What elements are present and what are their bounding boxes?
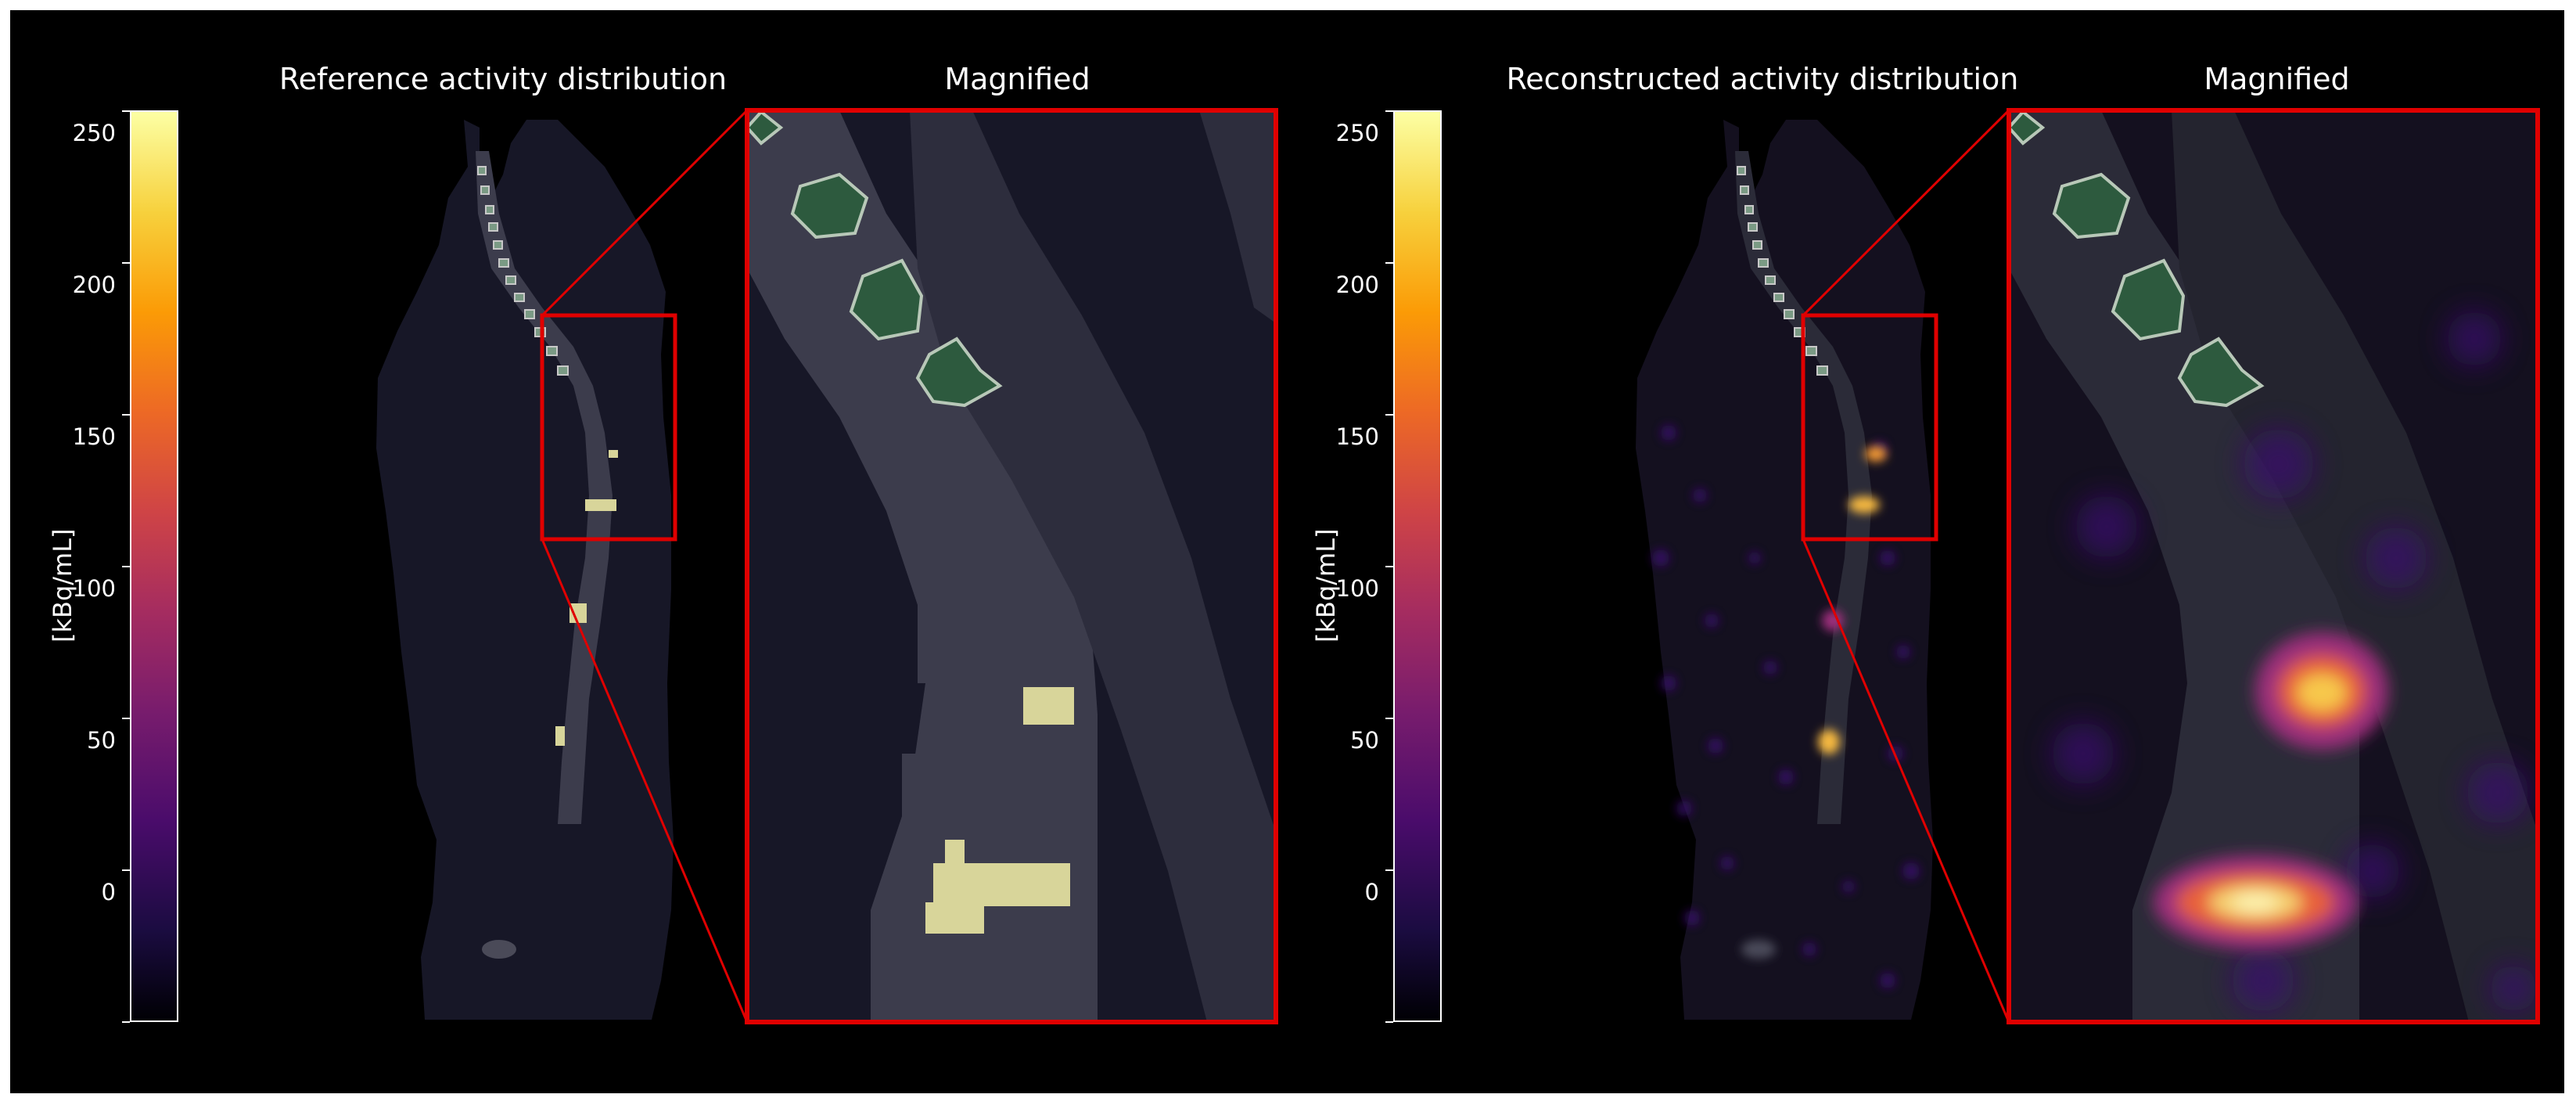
tick-mark [1385, 869, 1393, 871]
figure: [kBq/mL] 0 50 100 150 200 250 300 [kBq/m… [10, 10, 2564, 1093]
colorbar-gradient-right [1393, 110, 1442, 1022]
tick-label: 0 [1364, 879, 1379, 905]
reconstructed-image [1575, 109, 2010, 1023]
magnified-reference-image [747, 110, 1276, 1022]
colorbar-gradient-left [130, 110, 178, 1022]
panel-title-reference: Reference activity distribution [278, 62, 728, 96]
tick-label: 50 [87, 727, 116, 754]
spine-column [476, 151, 613, 824]
tick-mark [122, 869, 130, 871]
tick-label: 250 [72, 120, 116, 146]
panel-title-reference-magnified: Magnified [944, 62, 1090, 96]
tick-label: 150 [1335, 423, 1379, 450]
inset-box-reference [540, 313, 677, 542]
connector-line [541, 109, 749, 317]
tick-label: 200 [1335, 272, 1379, 298]
tick-label: 100 [72, 575, 116, 602]
inset-frame-reference [745, 108, 1278, 1024]
tick-mark [1385, 262, 1393, 264]
tick-label: 150 [72, 423, 116, 450]
body-silhouette [315, 120, 674, 1020]
lesions-reference [482, 450, 618, 959]
tick-mark [122, 566, 130, 567]
tick-label: 0 [101, 879, 116, 905]
tick-mark [122, 718, 130, 719]
magnified-reconstructed-image [2009, 110, 2538, 1022]
vertebrae-markers [477, 166, 569, 376]
tick-mark [1385, 414, 1393, 416]
tick-label: 100 [1335, 575, 1379, 602]
tick-mark [1385, 718, 1393, 719]
tick-label: 200 [72, 272, 116, 298]
tick-mark [1385, 110, 1393, 112]
tick-mark [122, 414, 130, 416]
tick-mark [1385, 1021, 1393, 1023]
tick-label: 50 [1350, 727, 1379, 754]
panel-title-reconstructed: Reconstructed activity distribution [1506, 62, 2019, 96]
connector-line [541, 538, 749, 1023]
reference-image [315, 108, 2540, 1024]
tick-label: 250 [1335, 120, 1379, 146]
tick-mark [1385, 566, 1393, 567]
inset-frame-reconstructed [2007, 108, 2540, 1024]
panel-title-reconstructed-magnified: Magnified [2204, 62, 2350, 96]
tick-mark [122, 1021, 130, 1023]
tick-mark [122, 110, 130, 112]
tick-mark [122, 262, 130, 264]
